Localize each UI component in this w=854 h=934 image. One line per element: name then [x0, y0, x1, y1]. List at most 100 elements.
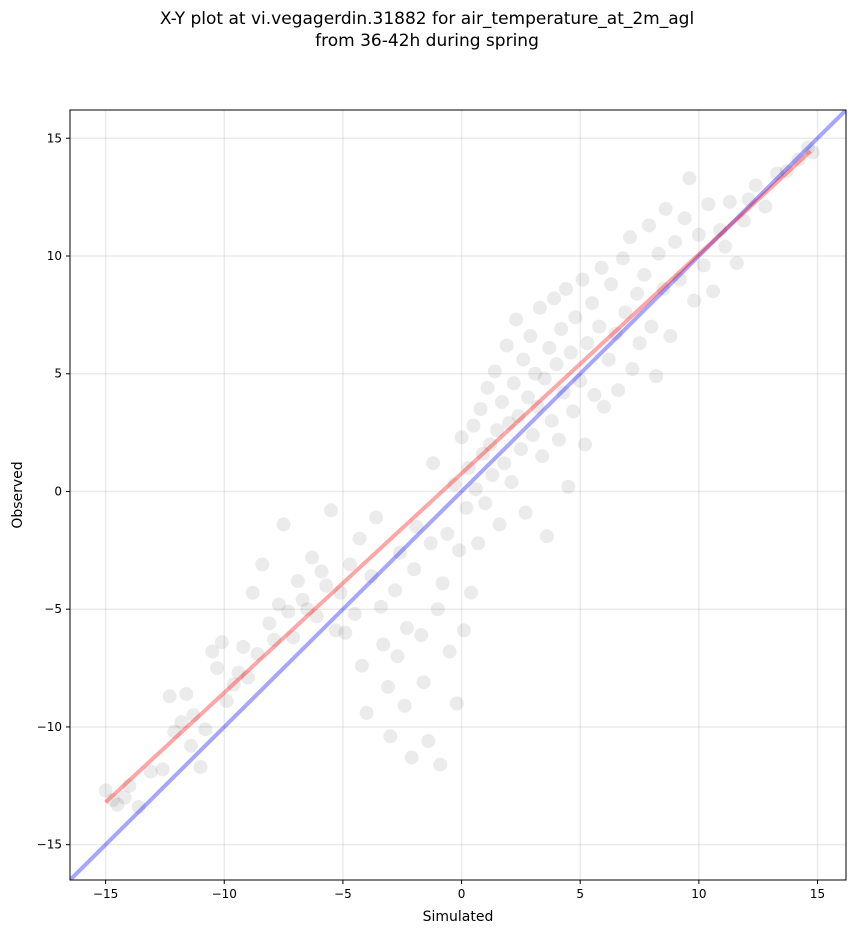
- x-tick-label: 0: [458, 887, 466, 901]
- data-point: [352, 531, 367, 546]
- data-point: [433, 757, 448, 772]
- data-point: [561, 479, 576, 494]
- data-point: [226, 677, 241, 692]
- data-point: [184, 738, 199, 753]
- data-point: [319, 578, 334, 593]
- y-axis-label: Observed: [10, 461, 26, 528]
- data-point: [580, 336, 595, 351]
- data-point: [509, 312, 524, 327]
- data-point: [464, 585, 479, 600]
- data-point: [369, 510, 384, 525]
- data-point: [722, 194, 737, 209]
- data-point: [651, 246, 666, 261]
- data-point: [414, 628, 429, 643]
- x-axis-label: Simulated: [423, 909, 494, 925]
- data-point: [487, 364, 502, 379]
- data-point: [497, 456, 512, 471]
- data-point: [409, 519, 424, 534]
- data-point: [554, 321, 569, 336]
- data-point: [380, 679, 395, 694]
- data-point: [573, 373, 588, 388]
- data-point: [214, 635, 229, 650]
- data-point: [532, 300, 547, 315]
- data-point: [473, 402, 488, 417]
- data-point: [423, 536, 438, 551]
- data-point: [701, 197, 716, 212]
- data-point: [459, 500, 474, 515]
- data-point: [483, 437, 498, 452]
- data-point: [397, 698, 412, 713]
- data-point: [558, 281, 573, 296]
- data-point: [383, 729, 398, 744]
- data-point: [314, 564, 329, 579]
- data-point: [668, 234, 683, 249]
- data-point: [447, 477, 462, 492]
- data-point: [440, 526, 455, 541]
- y-tick-label: 0: [54, 484, 62, 498]
- data-point: [442, 644, 457, 659]
- y-tick-label: 10: [47, 249, 62, 263]
- grid-layer: [70, 110, 846, 880]
- data-point: [504, 475, 519, 490]
- data-point: [236, 639, 251, 654]
- data-point: [566, 404, 581, 419]
- data-point: [490, 423, 505, 438]
- data-point: [478, 496, 493, 511]
- data-point: [687, 293, 702, 308]
- data-point: [644, 319, 659, 334]
- data-point: [399, 621, 414, 636]
- data-point: [677, 211, 692, 226]
- data-point: [430, 602, 445, 617]
- data-point: [551, 432, 566, 447]
- plot-area-frame: [69, 109, 847, 881]
- data-point: [98, 783, 113, 798]
- data-point: [421, 734, 436, 749]
- data-point: [632, 336, 647, 351]
- data-point: [240, 670, 255, 685]
- data-point: [791, 152, 806, 167]
- data-point: [364, 569, 379, 584]
- data-point: [563, 345, 578, 360]
- data-point: [376, 637, 391, 652]
- data-point: [347, 606, 362, 621]
- y-tick-label: −15: [37, 838, 62, 852]
- data-point: [594, 260, 609, 275]
- data-point: [250, 646, 265, 661]
- data-point: [122, 778, 137, 793]
- data-point: [502, 416, 517, 431]
- data-point: [338, 625, 353, 640]
- data-point: [416, 675, 431, 690]
- data-point: [625, 362, 640, 377]
- data-point: [615, 251, 630, 266]
- data-point: [506, 376, 521, 391]
- data-point: [167, 724, 182, 739]
- data-point: [656, 281, 671, 296]
- data-point: [713, 223, 728, 238]
- y-tick-label: 15: [47, 131, 62, 145]
- data-point: [630, 286, 645, 301]
- data-point: [525, 427, 540, 442]
- data-point: [575, 272, 590, 287]
- data-point: [426, 456, 441, 471]
- data-point: [468, 482, 483, 497]
- data-point: [471, 536, 486, 551]
- data-point: [499, 338, 514, 353]
- data-point: [758, 199, 773, 214]
- y-tick-label: 5: [54, 367, 62, 381]
- data-point: [741, 192, 756, 207]
- data-point: [290, 573, 305, 588]
- data-point: [611, 383, 626, 398]
- axis-ticks: −15 −10 −5 0 5 10 15 −15 −10 −5 0 5 10 15: [37, 131, 825, 901]
- data-point: [539, 529, 554, 544]
- data-point: [649, 369, 664, 384]
- data-point: [300, 602, 315, 617]
- x-tick-label: 15: [810, 887, 825, 901]
- data-point: [547, 291, 562, 306]
- data-point: [452, 543, 467, 558]
- data-point: [354, 658, 369, 673]
- chart-subtitle: from 36-42h during spring: [315, 31, 539, 51]
- data-point: [568, 310, 583, 325]
- data-point: [117, 790, 132, 805]
- data-point: [110, 797, 125, 812]
